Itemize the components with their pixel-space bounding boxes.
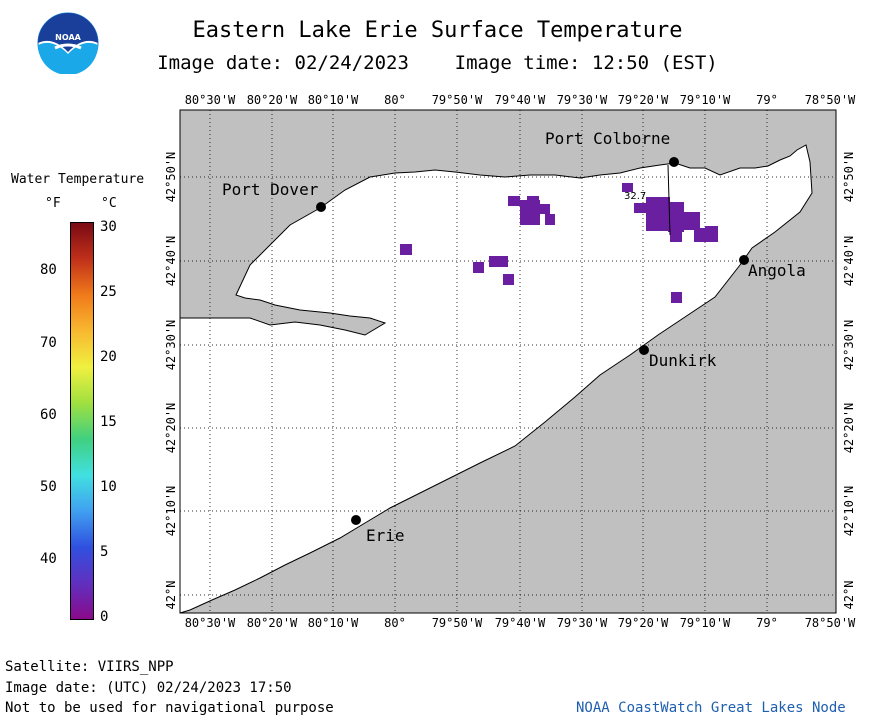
latitude-label: 42°20'N <box>164 402 178 454</box>
credit-label: NOAA CoastWatch Great Lakes Node <box>576 700 846 716</box>
lake-water <box>179 144 813 614</box>
latitude-label: 42°40'N <box>164 235 178 287</box>
city-label-erie: Erie <box>366 526 405 545</box>
longitude-label: 79° <box>756 616 778 630</box>
legend-unit-f: °F <box>45 196 61 211</box>
latitude-label: 42°20'N <box>842 402 856 454</box>
longitude-label: 79°50'W <box>431 93 483 107</box>
city-label-port-dover: Port Dover <box>222 180 319 199</box>
latitude-label: 42°10'N <box>164 485 178 537</box>
longitude-label: 80°10'W <box>307 616 359 630</box>
legend-celsius-tick: 5 <box>100 544 109 560</box>
cold-water-pixels <box>400 183 718 303</box>
longitude-label: 80°20'W <box>246 616 298 630</box>
erie-dot <box>351 515 361 525</box>
legend-fahrenheit-tick: 80 <box>40 262 57 279</box>
longitude-label: 78°50'W <box>804 93 856 107</box>
longitude-label: 79°20'W <box>617 616 669 630</box>
legend-fahrenheit-tick: 50 <box>40 479 57 495</box>
utc-date-label: Image date: (UTC) 02/24/2023 17:50 <box>5 680 292 696</box>
longitude-label: 78°50'W <box>804 616 856 630</box>
longitude-label: 79°30'W <box>556 93 608 107</box>
legend-celsius-tick: 10 <box>100 479 117 495</box>
longitude-label: 79°40'W <box>494 616 546 630</box>
latitude-label: 42°50'N <box>164 151 178 203</box>
longitude-label: 79°50'W <box>431 616 483 630</box>
legend-title: Water Temperature <box>11 172 145 187</box>
latitude-label: 42°10'N <box>842 485 856 537</box>
legend-celsius-tick: 30 <box>100 219 117 235</box>
disclaimer-label: Not to be used for navigational purpose <box>5 700 334 716</box>
port-dover-dot <box>316 202 326 212</box>
point-temperature-label: 32.7 <box>624 191 647 202</box>
longitude-label: 79°10'W <box>679 616 731 630</box>
longitude-label: 80° <box>384 93 406 107</box>
noaa-logo-text: NOAA <box>55 33 81 42</box>
longitude-label: 80°30'W <box>184 616 236 630</box>
legend-fahrenheit-tick: 70 <box>40 334 57 351</box>
image-date-line: Image date: 02/24/2023 Image time: 12:50… <box>157 52 718 74</box>
longitude-label: 79°40'W <box>494 93 546 107</box>
legend-celsius-tick: 0 <box>100 609 109 625</box>
legend-fahrenheit-tick: 60 <box>40 406 57 423</box>
longitude-label: 80° <box>384 616 406 630</box>
legend-unit-c: °C <box>101 196 117 211</box>
noaa-logo: NOAA <box>37 12 99 75</box>
longitude-label: 80°30'W <box>184 93 236 107</box>
legend-celsius-tick: 25 <box>100 284 117 300</box>
latitude-label: 42°N <box>164 580 178 610</box>
city-label-dunkirk: Dunkirk <box>649 351 717 370</box>
port-colborne-dot <box>669 157 679 167</box>
latitude-label: 42°30'N <box>164 319 178 371</box>
longitude-label: 79° <box>756 93 778 107</box>
legend-celsius-tick: 20 <box>100 349 117 365</box>
legend-color-bar <box>70 222 94 620</box>
latitude-label: 42°40'N <box>842 235 856 287</box>
city-label-port-colborne: Port Colborne <box>545 129 671 148</box>
latitude-label: 42°N <box>842 580 856 610</box>
city-label-angola: Angola <box>748 261 806 280</box>
map-title: Eastern Lake Erie Surface Temperature <box>192 18 683 43</box>
legend-celsius-tick: 15 <box>100 414 117 430</box>
longitude-label: 79°20'W <box>617 93 669 107</box>
latitude-label: 42°50'N <box>842 151 856 203</box>
longitude-label: 79°30'W <box>556 616 608 630</box>
city-dots <box>316 157 749 525</box>
longitude-label: 79°10'W <box>679 93 731 107</box>
satellite-label: Satellite: VIIRS_NPP <box>5 659 174 675</box>
dunkirk-dot <box>639 345 649 355</box>
legend-fahrenheit-tick: 40 <box>40 551 57 568</box>
angola-dot <box>739 255 749 265</box>
border-line <box>667 164 671 236</box>
latitude-label: 42°30'N <box>842 319 856 371</box>
longitude-label: 80°10'W <box>307 93 359 107</box>
longitude-label: 80°20'W <box>246 93 298 107</box>
